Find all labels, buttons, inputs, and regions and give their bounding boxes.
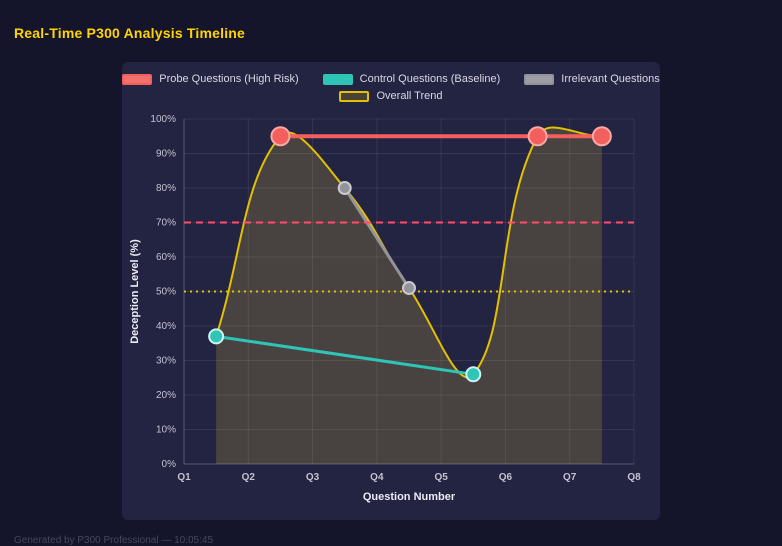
generated-footer: Generated by P300 Professional — 10:05:4… — [14, 535, 214, 546]
page-title: Real-Time P300 Analysis Timeline — [14, 25, 246, 42]
y-tick-label: 10% — [156, 425, 176, 436]
x-axis-title: Question Number — [363, 491, 456, 503]
y-tick-label: 50% — [156, 287, 176, 298]
legend-label: Control Questions (Baseline) — [359, 73, 501, 85]
legend-label: Probe Questions (High Risk) — [159, 73, 299, 85]
y-tick-label: 90% — [156, 149, 176, 160]
legend-swatch-control-questions-baseline — [322, 73, 353, 85]
y-tick-label: 30% — [156, 356, 176, 367]
timeline-chart[interactable]: Q1 Q2 Q3 Q4 Q5 Q6 Q7 Q8 0% 10% 20% 30% 40% 50% 60% 70% 8… — [122, 105, 660, 505]
legend-item-irrelevant-questions[interactable]: Irrelevant Questions — [524, 73, 660, 85]
x-tick-label: Q4 — [370, 472, 384, 483]
legend-label: Irrelevant Questions — [561, 73, 660, 85]
legend-label: Overall Trend — [376, 90, 443, 102]
x-tick-label: Q7 — [563, 472, 577, 483]
legend-item-control-questions-baseline[interactable]: Control Questions (Baseline) — [322, 73, 501, 85]
y-tick-label: 40% — [156, 321, 176, 332]
y-tick-label: 60% — [156, 252, 176, 263]
y-tick-label: 0% — [162, 459, 177, 470]
y-tick-label: 100% — [150, 114, 176, 125]
legend-item-overall-trend[interactable]: Overall Trend — [339, 90, 443, 102]
control-questions-baseline-point[interactable] — [208, 328, 225, 345]
irrelevant-questions-point[interactable] — [402, 281, 416, 296]
x-tick-label: Q3 — [306, 472, 320, 483]
probe-questions-high-risk-point[interactable] — [270, 126, 291, 147]
y-axis-title: Deception Level (%) — [129, 239, 141, 344]
chart-legend-row-1: Probe Questions (High Risk) Control Quest… — [122, 62, 660, 85]
overall-trend-area — [216, 127, 602, 465]
control-questions-baseline-line — [214, 334, 475, 376]
gridlines: Q1 Q2 Q3 Q4 Q5 Q6 Q7 Q8 0% 10% 20% 30% 40% 50% 60% 70% 8… — [150, 114, 641, 483]
legend-item-probe-questions-high-risk[interactable]: Probe Questions (High Risk) — [122, 73, 299, 85]
control-questions-baseline-point[interactable] — [465, 366, 482, 383]
y-tick-label: 20% — [156, 390, 176, 401]
legend-swatch-overall-trend — [339, 90, 370, 102]
y-tick-label: 80% — [156, 183, 176, 194]
chart-legend-row-2: Overall Trend — [122, 85, 660, 102]
chart-panel: Probe Questions (High Risk) Control Quest… — [122, 62, 660, 520]
probe-questions-high-risk-point[interactable] — [527, 126, 548, 147]
irrelevant-questions-line — [343, 186, 411, 290]
probe-questions-high-risk-point[interactable] — [591, 126, 612, 147]
x-tick-label: Q2 — [242, 472, 256, 483]
x-tick-label: Q6 — [499, 472, 513, 483]
legend-swatch-irrelevant-questions — [524, 73, 555, 85]
irrelevant-questions-point[interactable] — [337, 181, 352, 195]
x-tick-label: Q5 — [434, 472, 448, 483]
y-tick-label: 70% — [156, 218, 176, 229]
legend-swatch-probe-questions-high-risk — [122, 73, 153, 85]
x-tick-label: Q8 — [627, 472, 641, 483]
x-tick-label: Q1 — [177, 472, 191, 483]
